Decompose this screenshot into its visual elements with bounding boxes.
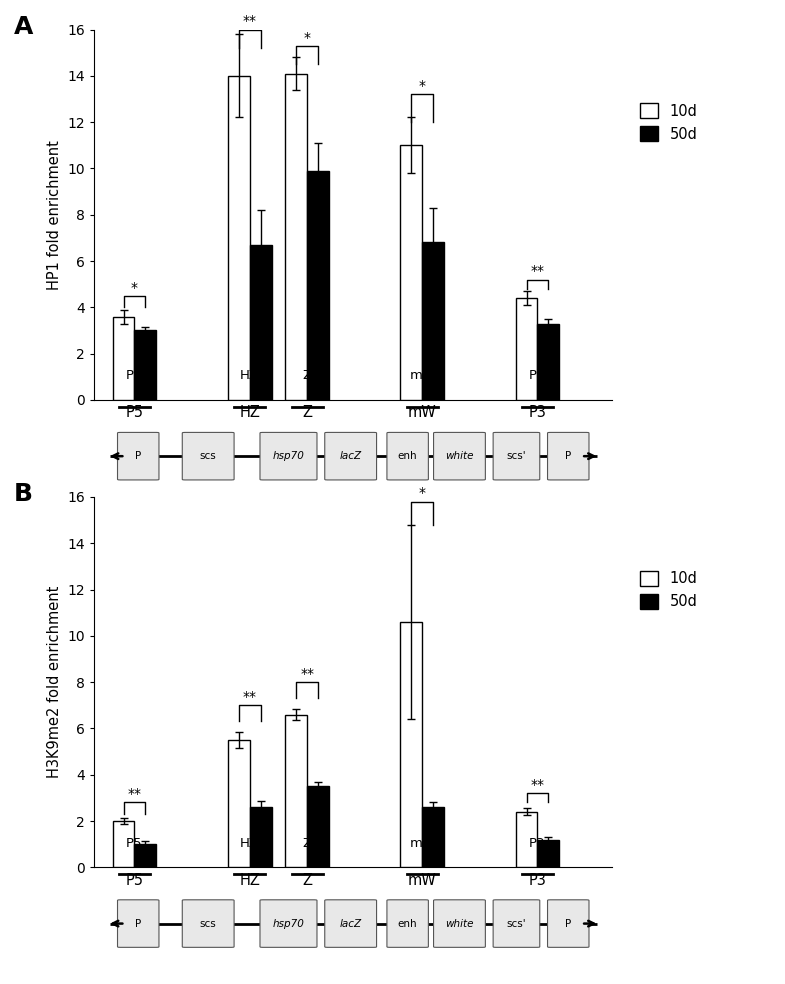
FancyBboxPatch shape — [118, 899, 159, 948]
Text: *: * — [131, 280, 138, 294]
Y-axis label: HP1 fold enrichment: HP1 fold enrichment — [47, 140, 62, 289]
Bar — [516, 812, 538, 867]
Text: P: P — [135, 919, 141, 929]
Legend: 10d, 50d: 10d, 50d — [641, 571, 697, 609]
Text: hsp70: hsp70 — [272, 919, 305, 929]
Bar — [134, 331, 156, 400]
Text: mW: mW — [409, 836, 436, 850]
Text: Z: Z — [303, 369, 312, 383]
Text: scs: scs — [200, 452, 217, 461]
Bar — [112, 317, 134, 400]
Text: P: P — [565, 452, 571, 461]
FancyBboxPatch shape — [387, 432, 429, 480]
FancyBboxPatch shape — [260, 432, 317, 480]
Text: P: P — [565, 919, 571, 929]
Bar — [307, 786, 329, 867]
Text: enh: enh — [398, 919, 418, 929]
Bar — [538, 839, 560, 867]
Bar — [400, 622, 422, 867]
Text: white: white — [445, 919, 473, 929]
Bar — [112, 821, 134, 867]
FancyBboxPatch shape — [182, 899, 234, 948]
Text: **: ** — [243, 15, 257, 29]
Text: **: ** — [300, 667, 314, 681]
Bar — [538, 324, 560, 400]
Text: B: B — [14, 482, 33, 506]
Bar — [400, 146, 422, 400]
Text: lacZ: lacZ — [340, 452, 362, 461]
Bar — [307, 171, 329, 400]
Text: P: P — [135, 452, 141, 461]
Text: scs': scs' — [506, 452, 526, 461]
Text: *: * — [419, 79, 425, 93]
Bar — [134, 844, 156, 867]
FancyBboxPatch shape — [433, 432, 485, 480]
Text: **: ** — [531, 265, 545, 278]
Text: P5: P5 — [126, 369, 143, 383]
Bar — [422, 242, 444, 400]
Text: Z: Z — [303, 836, 312, 850]
Text: **: ** — [127, 787, 141, 801]
Bar — [250, 245, 272, 400]
Bar — [285, 74, 307, 400]
FancyBboxPatch shape — [325, 899, 377, 948]
Bar — [250, 807, 272, 867]
Legend: 10d, 50d: 10d, 50d — [641, 103, 697, 142]
Text: HZ: HZ — [240, 369, 259, 383]
Text: hsp70: hsp70 — [272, 452, 305, 461]
FancyBboxPatch shape — [182, 432, 234, 480]
Text: *: * — [304, 31, 311, 44]
Text: P5: P5 — [126, 836, 143, 850]
Text: A: A — [14, 15, 33, 38]
Text: **: ** — [531, 778, 545, 792]
Text: mW: mW — [409, 369, 436, 383]
Text: lacZ: lacZ — [340, 919, 362, 929]
Bar — [516, 298, 538, 400]
FancyBboxPatch shape — [548, 432, 589, 480]
Y-axis label: H3K9me2 fold enrichment: H3K9me2 fold enrichment — [47, 585, 62, 778]
Text: enh: enh — [398, 452, 418, 461]
FancyBboxPatch shape — [260, 899, 317, 948]
FancyBboxPatch shape — [387, 899, 429, 948]
Bar — [422, 807, 444, 867]
FancyBboxPatch shape — [325, 432, 377, 480]
FancyBboxPatch shape — [118, 432, 159, 480]
Text: **: ** — [243, 690, 257, 705]
FancyBboxPatch shape — [548, 899, 589, 948]
Bar — [228, 76, 250, 400]
Text: P3: P3 — [529, 369, 546, 383]
FancyBboxPatch shape — [433, 899, 485, 948]
Text: scs: scs — [200, 919, 217, 929]
Text: *: * — [419, 486, 425, 501]
FancyBboxPatch shape — [493, 899, 540, 948]
Text: scs': scs' — [506, 919, 526, 929]
Text: P3: P3 — [529, 836, 546, 850]
FancyBboxPatch shape — [493, 432, 540, 480]
Bar — [228, 740, 250, 867]
Bar — [285, 714, 307, 867]
Text: HZ: HZ — [240, 836, 259, 850]
Text: white: white — [445, 452, 473, 461]
